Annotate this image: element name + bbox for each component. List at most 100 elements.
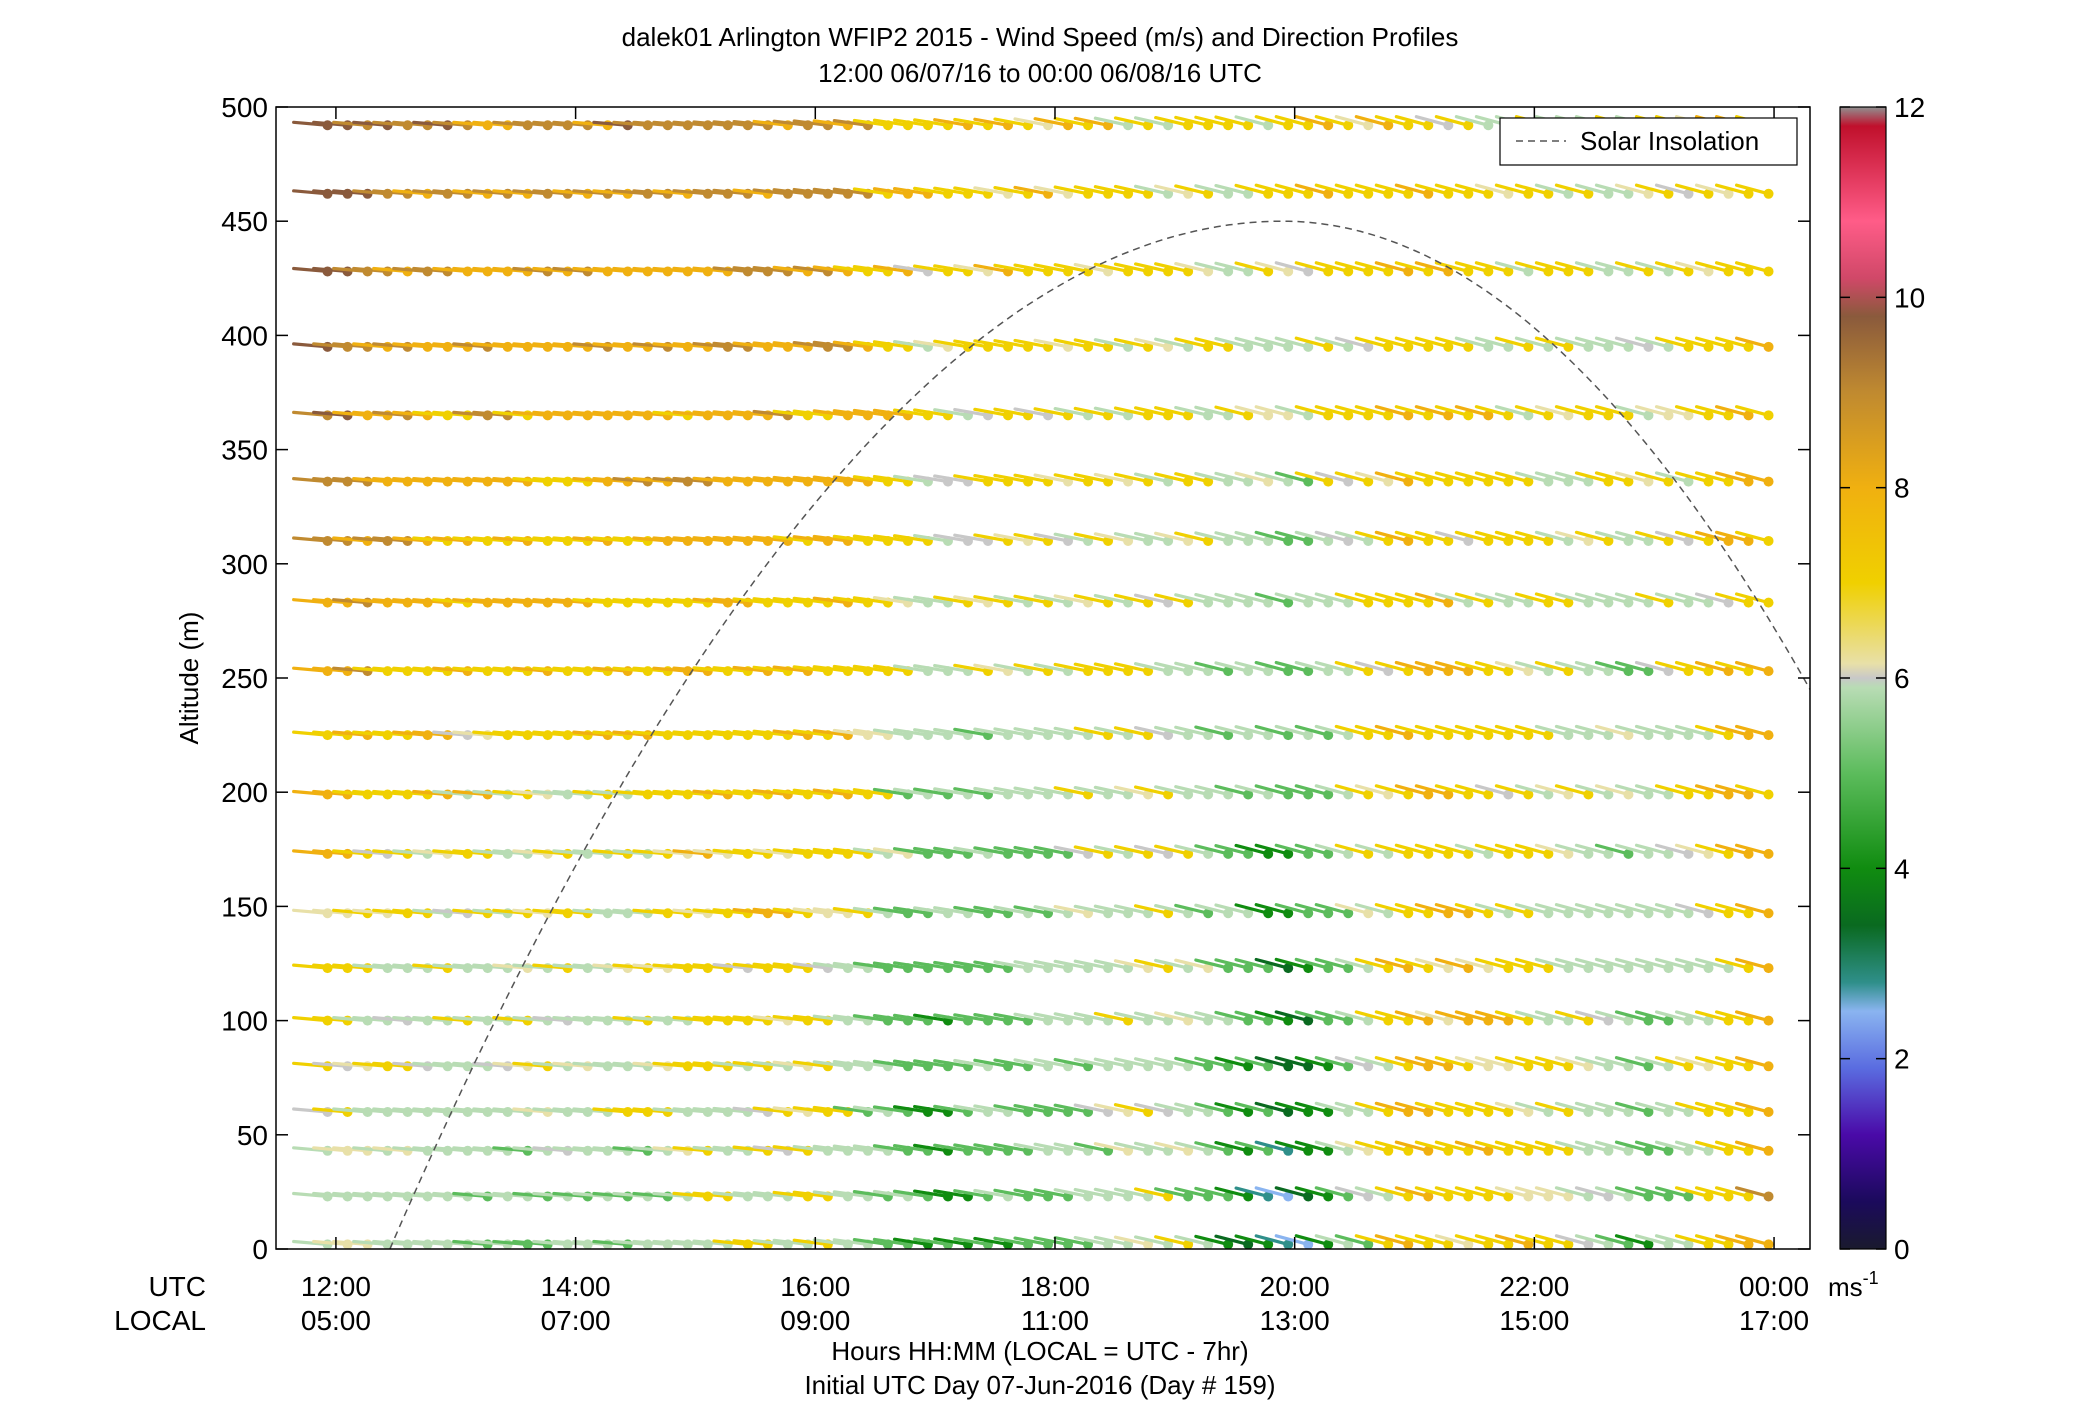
wind-barb bbox=[452, 266, 490, 274]
wind-barb bbox=[592, 666, 630, 673]
wind-barb-dot bbox=[1403, 535, 1414, 546]
wind-barb bbox=[592, 189, 630, 196]
wind-barb bbox=[1013, 1236, 1050, 1247]
wind-barb bbox=[1354, 471, 1390, 484]
wind-barb-dot bbox=[1623, 730, 1634, 741]
wind-barb bbox=[1274, 471, 1310, 484]
wind-barb bbox=[852, 847, 890, 856]
wind-barb bbox=[432, 1146, 470, 1153]
wind-barb bbox=[852, 408, 890, 417]
wind-barb bbox=[492, 189, 530, 196]
wind-barb-dot bbox=[1223, 908, 1234, 919]
wind-barb bbox=[1434, 784, 1470, 797]
wind-barb bbox=[1474, 724, 1510, 737]
wind-barb bbox=[572, 189, 610, 196]
wind-barb bbox=[652, 1191, 690, 1199]
wind-barb bbox=[732, 665, 770, 673]
wind-barb bbox=[792, 265, 830, 274]
wind-barb bbox=[1594, 1234, 1631, 1247]
wind-barb-dot bbox=[1223, 1106, 1234, 1117]
wind-barb bbox=[1334, 471, 1370, 484]
wind-barb-dot bbox=[1663, 963, 1674, 974]
wind-barb bbox=[1053, 116, 1090, 127]
wind-barb bbox=[1734, 660, 1771, 673]
wind-barb bbox=[392, 342, 430, 349]
wind-barb bbox=[552, 598, 590, 605]
wind-barb bbox=[1194, 337, 1230, 349]
wind-barb bbox=[652, 1107, 690, 1114]
y-tick-label: 50 bbox=[237, 1120, 268, 1151]
wind-barb-dot bbox=[1263, 341, 1274, 352]
wind-barb-dot bbox=[1383, 266, 1394, 277]
wind-barb bbox=[612, 1107, 650, 1114]
wind-barb bbox=[352, 477, 390, 484]
wind-barb bbox=[1073, 1187, 1110, 1199]
wind-barb bbox=[1554, 1010, 1591, 1023]
wind-barb bbox=[1434, 1234, 1470, 1247]
wind-barb-dot bbox=[1423, 266, 1434, 277]
wind-barb bbox=[993, 1012, 1030, 1023]
wind-barb bbox=[1534, 957, 1570, 970]
wind-barb bbox=[1614, 471, 1651, 484]
x-tick-label-local: 07:00 bbox=[541, 1305, 611, 1336]
wind-barb-dot bbox=[1183, 266, 1194, 277]
wind-barb bbox=[1474, 471, 1510, 484]
wind-barb bbox=[1174, 1187, 1210, 1199]
wind-barb bbox=[1254, 1056, 1290, 1068]
wind-barb-dot bbox=[1223, 535, 1234, 546]
wind-barb bbox=[1514, 530, 1550, 543]
wind-barb bbox=[1634, 592, 1671, 605]
wind-barb bbox=[752, 1238, 790, 1247]
wind-barb bbox=[1174, 184, 1210, 196]
wind-barb bbox=[1414, 261, 1450, 274]
wind-barb bbox=[492, 789, 530, 797]
wind-barb-dot bbox=[1643, 848, 1654, 859]
wind-barb bbox=[1374, 115, 1410, 127]
wind-barb-dot bbox=[1643, 963, 1654, 974]
wind-barb bbox=[973, 407, 1010, 417]
wind-barb bbox=[1494, 1186, 1530, 1199]
wind-barb bbox=[1494, 1010, 1530, 1023]
wind-barb bbox=[1514, 1140, 1550, 1153]
wind-barb bbox=[1694, 1056, 1731, 1068]
wind-barb bbox=[1354, 1056, 1390, 1068]
wind-barb-dot bbox=[1203, 1015, 1214, 1026]
wind-barb bbox=[1314, 261, 1350, 274]
wind-barb-dot bbox=[1183, 341, 1194, 352]
wind-barb bbox=[832, 596, 870, 605]
wind-barb-dot bbox=[1203, 410, 1214, 421]
wind-barb-dot bbox=[1663, 1191, 1674, 1202]
wind-barb bbox=[772, 1190, 810, 1199]
wind-barb-dot bbox=[1603, 1239, 1614, 1250]
wind-barb-dot bbox=[1403, 1145, 1414, 1156]
wind-barb bbox=[1234, 1010, 1270, 1023]
wind-barb-dot bbox=[1263, 1061, 1274, 1072]
wind-barb bbox=[592, 120, 630, 127]
wind-barb-dot bbox=[1643, 266, 1654, 277]
wind-barb bbox=[1174, 1011, 1210, 1023]
wind-barb bbox=[1194, 531, 1230, 543]
x-tick-label-local: 11:00 bbox=[1021, 1305, 1089, 1336]
wind-barb-dot bbox=[1283, 1106, 1294, 1117]
wind-barb bbox=[1133, 785, 1170, 797]
wind-barb-dot bbox=[1623, 410, 1634, 421]
wind-barb-dot bbox=[1603, 597, 1614, 608]
wind-barb bbox=[1154, 785, 1190, 797]
wind-barb bbox=[1174, 1056, 1210, 1068]
wind-barb bbox=[1654, 903, 1691, 915]
wind-barb bbox=[1694, 183, 1731, 196]
wind-barb bbox=[852, 728, 890, 737]
wind-barb bbox=[993, 663, 1030, 673]
wind-barb bbox=[1574, 903, 1611, 915]
wind-barb bbox=[1214, 531, 1250, 543]
wind-barb bbox=[993, 407, 1030, 417]
wind-barb bbox=[953, 339, 990, 349]
wind-barb bbox=[1554, 530, 1591, 543]
wind-barb bbox=[1053, 1236, 1090, 1247]
wind-barb bbox=[312, 1016, 350, 1023]
wind-barb-dot bbox=[1563, 1061, 1574, 1072]
wind-barb bbox=[392, 730, 430, 737]
wind-barb bbox=[1174, 337, 1210, 349]
wind-barb bbox=[632, 266, 670, 274]
wind-barb bbox=[372, 849, 410, 856]
